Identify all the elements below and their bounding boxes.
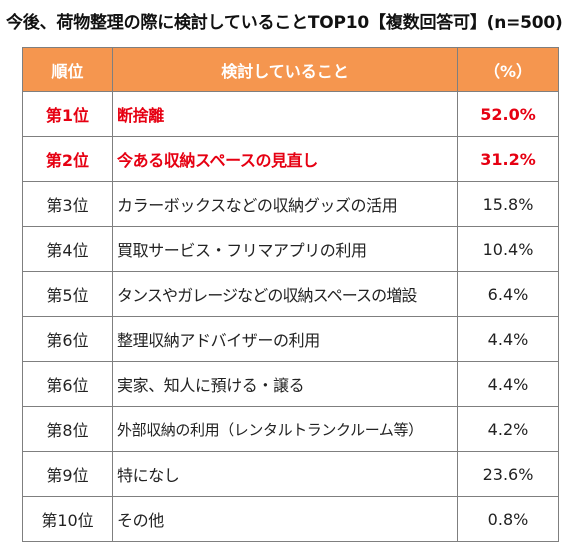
- rank-cell: 第1位: [22, 91, 113, 137]
- pct-cell: 4.4%: [457, 316, 559, 362]
- table-row: 第5位 タンスやガレージなどの収納スペースの増設 6.4%: [22, 271, 559, 317]
- pct-cell: 31.2%: [457, 136, 559, 182]
- table-row: 第10位 その他 0.8%: [22, 496, 559, 542]
- item-cell: タンスやガレージなどの収納スペースの増設: [112, 271, 458, 317]
- pct-cell: 4.2%: [457, 406, 559, 452]
- item-cell: カラーボックスなどの収納グッズの活用: [112, 181, 458, 227]
- item-cell: 買取サービス・フリマアプリの利用: [112, 226, 458, 272]
- table-row: 第2位 今ある収納スペースの見直し 31.2%: [22, 136, 559, 182]
- header-pct: （%）: [457, 47, 559, 92]
- pct-cell: 52.0%: [457, 91, 559, 137]
- rank-cell: 第8位: [22, 406, 113, 452]
- header-rank: 順位: [22, 47, 113, 92]
- pct-cell: 0.8%: [457, 496, 559, 542]
- rank-cell: 第9位: [22, 451, 113, 497]
- table-row: 第4位 買取サービス・フリマアプリの利用 10.4%: [22, 226, 559, 272]
- table-row: 第3位 カラーボックスなどの収納グッズの活用 15.8%: [22, 181, 559, 227]
- table-row: 第9位 特になし 23.6%: [22, 451, 559, 497]
- item-cell: 特になし: [112, 451, 458, 497]
- table-row: 第6位 整理収納アドバイザーの利用 4.4%: [22, 316, 559, 362]
- pct-cell: 6.4%: [457, 271, 559, 317]
- page-title: 今後、荷物整理の際に検討していることTOP10【複数回答可】(n=500): [6, 13, 563, 33]
- rank-cell: 第2位: [22, 136, 113, 182]
- item-cell: 断捨離: [112, 91, 458, 137]
- item-cell: 今ある収納スペースの見直し: [112, 136, 458, 182]
- item-cell: 実家、知人に預ける・譲る: [112, 361, 458, 407]
- header-item: 検討していること: [112, 47, 458, 92]
- rank-cell: 第5位: [22, 271, 113, 317]
- rank-cell: 第4位: [22, 226, 113, 272]
- pct-cell: 4.4%: [457, 361, 559, 407]
- rank-cell: 第6位: [22, 316, 113, 362]
- item-cell: 整理収納アドバイザーの利用: [112, 316, 458, 362]
- table-row: 第6位 実家、知人に預ける・譲る 4.4%: [22, 361, 559, 407]
- ranking-table: 順位 検討していること （%） 第1位 断捨離 52.0% 第2位 今ある収納ス…: [22, 47, 559, 542]
- rank-cell: 第3位: [22, 181, 113, 227]
- item-cell: その他: [112, 496, 458, 542]
- table-header-row: 順位 検討していること （%）: [22, 47, 559, 92]
- table-row: 第1位 断捨離 52.0%: [22, 91, 559, 137]
- item-cell: 外部収納の利用（レンタルトランクルーム等）: [112, 406, 458, 452]
- pct-cell: 23.6%: [457, 451, 559, 497]
- table-row: 第8位 外部収納の利用（レンタルトランクルーム等） 4.2%: [22, 406, 559, 452]
- rank-cell: 第10位: [22, 496, 113, 542]
- pct-cell: 15.8%: [457, 181, 559, 227]
- rank-cell: 第6位: [22, 361, 113, 407]
- pct-cell: 10.4%: [457, 226, 559, 272]
